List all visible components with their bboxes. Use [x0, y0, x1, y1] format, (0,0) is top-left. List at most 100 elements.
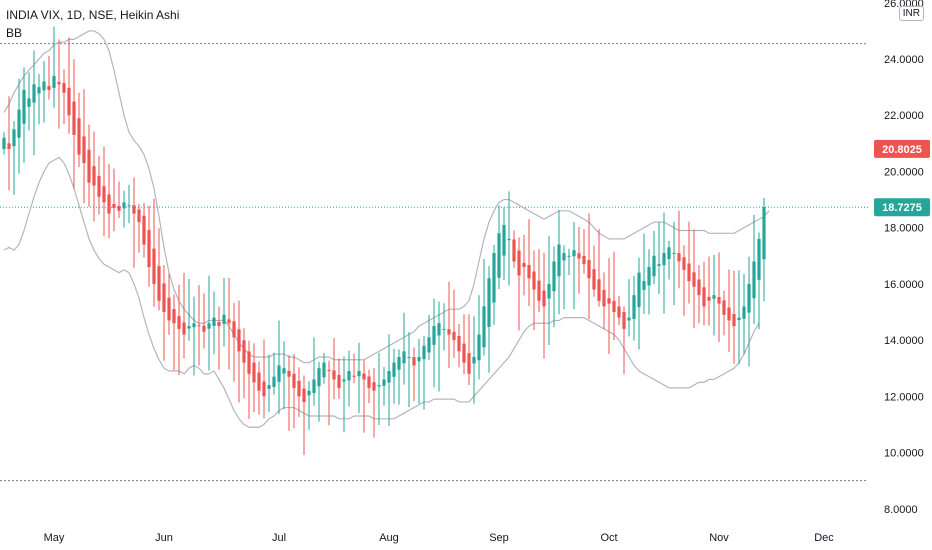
- candle-body[interactable]: [292, 373, 296, 388]
- candle-body[interactable]: [567, 255, 571, 257]
- candle-body[interactable]: [187, 326, 191, 329]
- candle-body[interactable]: [132, 205, 136, 214]
- candle-body[interactable]: [597, 279, 601, 301]
- candle-body[interactable]: [507, 238, 511, 241]
- candle-body[interactable]: [437, 323, 441, 336]
- candle-body[interactable]: [57, 81, 61, 85]
- candle-body[interactable]: [247, 351, 251, 374]
- candle-body[interactable]: [167, 297, 171, 321]
- candle-body[interactable]: [457, 335, 461, 352]
- candle-body[interactable]: [62, 83, 66, 93]
- candle-body[interactable]: [357, 371, 361, 377]
- candle-body[interactable]: [382, 379, 386, 386]
- candle-body[interactable]: [412, 357, 416, 366]
- candle-body[interactable]: [147, 230, 151, 268]
- candle-body[interactable]: [602, 290, 606, 307]
- candle-body[interactable]: [342, 379, 346, 382]
- candle-body[interactable]: [242, 340, 246, 363]
- candle-body[interactable]: [2, 137, 6, 149]
- candle-body[interactable]: [127, 205, 131, 207]
- candle-body[interactable]: [737, 317, 741, 321]
- candle-body[interactable]: [112, 203, 116, 208]
- candle-body[interactable]: [227, 319, 231, 324]
- candle-body[interactable]: [717, 296, 721, 304]
- candle-body[interactable]: [537, 280, 541, 301]
- candle-body[interactable]: [667, 247, 671, 260]
- candle-body[interactable]: [732, 313, 736, 327]
- candle-body[interactable]: [542, 290, 546, 307]
- candle-body[interactable]: [27, 98, 31, 107]
- candle-body[interactable]: [447, 329, 451, 335]
- candle-body[interactable]: [392, 362, 396, 377]
- time-axis[interactable]: May Jun Jul Aug Sep Oct Nov Dec: [44, 532, 835, 544]
- candle-body[interactable]: [297, 380, 301, 397]
- candle-body[interactable]: [157, 266, 161, 301]
- candle-body[interactable]: [307, 390, 311, 396]
- candle-body[interactable]: [662, 252, 666, 266]
- candle-body[interactable]: [92, 166, 96, 186]
- candle-body[interactable]: [362, 373, 366, 380]
- candle-body[interactable]: [222, 314, 226, 324]
- candle-body[interactable]: [557, 244, 561, 277]
- candle-body[interactable]: [347, 371, 351, 381]
- candle-body[interactable]: [727, 307, 731, 321]
- candle-body[interactable]: [607, 298, 611, 304]
- candle-body[interactable]: [37, 87, 41, 94]
- candle-body[interactable]: [547, 283, 551, 299]
- candle-body[interactable]: [212, 317, 216, 326]
- candle-body[interactable]: [497, 233, 501, 278]
- candle-body[interactable]: [172, 309, 176, 324]
- candle-body[interactable]: [332, 370, 336, 380]
- candle-body[interactable]: [202, 325, 206, 332]
- candle-body[interactable]: [462, 343, 466, 363]
- candle-body[interactable]: [352, 375, 356, 377]
- candle-body[interactable]: [647, 267, 651, 286]
- candle-body[interactable]: [522, 262, 526, 268]
- candle-body[interactable]: [402, 351, 406, 364]
- candle-body[interactable]: [282, 368, 286, 374]
- candle-body[interactable]: [762, 207, 766, 260]
- candle-body[interactable]: [107, 194, 111, 214]
- candle-body[interactable]: [97, 175, 101, 197]
- candle-body[interactable]: [672, 252, 676, 254]
- candle-body[interactable]: [372, 382, 376, 391]
- candle-body[interactable]: [487, 278, 491, 327]
- candle-body[interactable]: [52, 75, 56, 88]
- candle-body[interactable]: [322, 362, 326, 378]
- candle-body[interactable]: [72, 101, 76, 135]
- candle-body[interactable]: [42, 81, 46, 91]
- candle-body[interactable]: [207, 323, 211, 329]
- candle-body[interactable]: [747, 283, 751, 313]
- candle-body[interactable]: [512, 239, 516, 262]
- candle-body[interactable]: [752, 261, 756, 299]
- candle-body[interactable]: [387, 371, 391, 383]
- candle-body[interactable]: [757, 238, 761, 280]
- candle-body[interactable]: [177, 316, 181, 329]
- candle-body[interactable]: [442, 328, 446, 330]
- candle-body[interactable]: [162, 283, 166, 312]
- candle-body[interactable]: [627, 317, 631, 321]
- currency-badge[interactable]: INR: [898, 6, 924, 21]
- price-axis[interactable]: 26.0000 24.0000 22.0000 20.0000 18.0000 16.00…: [884, 0, 924, 516]
- candle-body[interactable]: [87, 149, 91, 183]
- candle-body[interactable]: [562, 252, 566, 261]
- candle-body[interactable]: [47, 85, 51, 90]
- candle-body[interactable]: [477, 334, 481, 361]
- candle-body[interactable]: [592, 269, 596, 290]
- candle-body[interactable]: [432, 326, 436, 345]
- legend-indicator[interactable]: BB: [6, 26, 23, 40]
- candle-body[interactable]: [122, 202, 126, 209]
- candle-body[interactable]: [502, 224, 506, 256]
- candle-body[interactable]: [272, 376, 276, 388]
- candle-body[interactable]: [237, 329, 241, 352]
- candle-body[interactable]: [102, 186, 106, 203]
- candle-body[interactable]: [182, 322, 186, 335]
- chart-legend[interactable]: INDIA VIX, 1D, NSE, Heikin Ashi BB: [6, 6, 179, 42]
- candle-body[interactable]: [452, 331, 456, 341]
- candle-body[interactable]: [472, 356, 476, 364]
- candle-body[interactable]: [632, 295, 636, 320]
- candle-body[interactable]: [577, 253, 581, 259]
- candle-body[interactable]: [642, 281, 646, 290]
- candle-body[interactable]: [192, 323, 196, 328]
